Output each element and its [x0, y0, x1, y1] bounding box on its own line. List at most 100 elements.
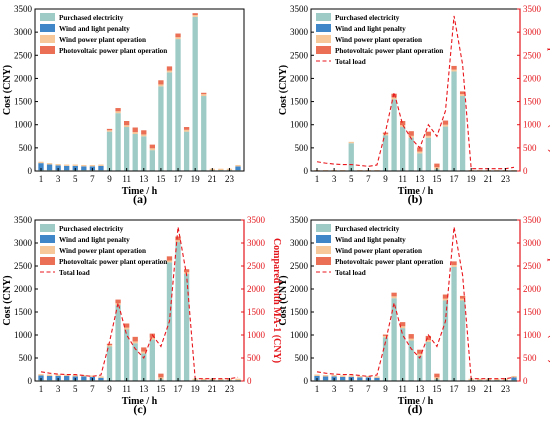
- bar-wind_op-h20: [201, 94, 207, 97]
- legend-swatch: [40, 257, 55, 265]
- bar-wind_op-h14: [149, 337, 155, 340]
- x-tick-label: 13: [415, 174, 425, 184]
- bar-wind_penalty-h6: [357, 377, 363, 381]
- bar-pv_op-h16: [442, 120, 449, 125]
- bar-wind_op-h6: [81, 375, 87, 377]
- legend-swatch: [40, 13, 55, 21]
- y-tick-label: 500: [295, 143, 309, 153]
- bar-wind_op-h19: [192, 15, 198, 17]
- y-right-tick-label: 1000: [523, 330, 542, 340]
- legend-swatch: [40, 35, 55, 43]
- bar-pv_op-h17: [451, 65, 457, 70]
- y-right-tick-label: 2000: [247, 284, 266, 294]
- bar-pv_op-h12: [132, 127, 138, 133]
- bar-wind_penalty-h1: [38, 375, 44, 381]
- bar-wind_op-h18: [183, 129, 190, 132]
- y-right-tick-label: 2500: [523, 261, 542, 271]
- legend-swatch: [316, 35, 331, 43]
- legend-swatch: [316, 246, 331, 254]
- x-tick-label: 11: [398, 174, 407, 184]
- bar-wind_op-h24: [511, 375, 517, 378]
- legend-entry-pv_op: Photovoltaic power plant operation: [316, 46, 443, 55]
- x-axis-label: Time / h: [122, 396, 158, 407]
- y-tick-label: 2000: [290, 73, 309, 83]
- bar-purchased-h19: [192, 16, 198, 172]
- legend-swatch: [40, 235, 55, 243]
- y-tick-label: 2000: [14, 73, 33, 83]
- x-tick-label: 15: [432, 174, 442, 184]
- legend-entry-purchased: Purchased electricity: [40, 224, 124, 233]
- legend-entry-wind_op: Wind power plant operation: [40, 246, 146, 255]
- bar-purchased-h14: [425, 341, 431, 381]
- y-tick-label: 2500: [14, 50, 33, 60]
- x-tick-label: 1: [315, 174, 320, 184]
- bar-pv_op-h16: [166, 256, 173, 261]
- legend-label: Wind and light penalty: [59, 25, 130, 33]
- bar-purchased-h11: [400, 328, 406, 381]
- x-tick-label: 17: [450, 384, 460, 394]
- x-tick-label: 9: [107, 384, 112, 394]
- x-tick-label: 17: [450, 174, 460, 184]
- bar-pv_op-h10: [115, 299, 121, 304]
- bar-purchased-h9: [382, 135, 389, 171]
- y-right-tick-label: 2000: [523, 73, 542, 83]
- x-tick-label: 23: [225, 384, 235, 394]
- plot-frame: [310, 8, 521, 172]
- chart-panel-d: 0 500 1000 1500 2000 2500 3000 3500 0 500 1000 1500…: [278, 215, 550, 416]
- bar-purchased-h10: [115, 113, 121, 171]
- x-tick-label: 17: [174, 174, 184, 184]
- legend-label: Photovoltaic power plant operation: [59, 258, 167, 266]
- y-right-tick-label: 500: [523, 353, 537, 363]
- y-tick-label: 1000: [290, 330, 309, 340]
- bar-wind_op-h20: [201, 378, 207, 381]
- y-tick-label: 3000: [290, 238, 309, 248]
- y-tick-label: 1000: [14, 330, 33, 340]
- bar-pv_op-h15: [434, 163, 440, 168]
- x-tick-label: 7: [366, 384, 371, 394]
- x-tick-label: 3: [332, 174, 337, 184]
- legend-swatch: [316, 13, 331, 21]
- y-right-tick-label: 0: [523, 376, 528, 386]
- legend-entry-wind_penalty: Wind and light penalty: [316, 235, 406, 244]
- x-tick-label: 3: [56, 384, 61, 394]
- bar-purchased-h10: [391, 99, 397, 171]
- bar-wind_op-h22: [494, 378, 500, 381]
- y-right-tick-label: 2500: [523, 50, 542, 60]
- bar-purchased-h14: [149, 339, 155, 381]
- bar-wind_op-h10: [115, 111, 121, 114]
- legend-label: Wind power plant operation: [59, 36, 146, 44]
- x-tick-label: 5: [73, 174, 78, 184]
- bar-pv_op-h9: [106, 128, 113, 131]
- bar-wind_op-h18: [459, 298, 466, 301]
- panel-label: (d): [408, 402, 423, 416]
- x-tick-label: 9: [107, 174, 112, 184]
- bar-wind_op-h2: [46, 374, 53, 376]
- legend-swatch: [316, 46, 331, 54]
- legend-entry-wind_op: Wind power plant operation: [316, 35, 422, 44]
- bar-pv_op-h10: [115, 108, 121, 112]
- bar-pv_op-h17: [175, 33, 181, 38]
- legend-label: Wind power plant operation: [59, 247, 146, 255]
- bar-wind_penalty-h2: [46, 375, 53, 381]
- bar-wind_op-h6: [81, 164, 87, 167]
- bar-wind_penalty-h8: [374, 377, 380, 381]
- bar-wind_penalty-h5: [72, 165, 78, 171]
- bar-wind_op-h7: [365, 375, 372, 378]
- bar-wind_op-h13: [141, 134, 147, 137]
- bar-purchased-h18: [459, 300, 466, 381]
- bar-wind_op-h9: [106, 345, 113, 347]
- legend-label: Photovoltaic power plant operation: [335, 47, 443, 55]
- y-tick-label: 1500: [290, 307, 309, 317]
- legend-entry-pv_op: Photovoltaic power plant operation: [316, 257, 443, 266]
- bar-wind_op-h12: [132, 132, 138, 134]
- y-right-tick-label: 1500: [523, 307, 542, 317]
- x-tick-label: 9: [383, 174, 388, 184]
- bar-pv_op-h13: [141, 347, 147, 352]
- y-right-tick-label: 1000: [247, 330, 266, 340]
- bar-pv_op-h14: [425, 131, 431, 136]
- y-tick-label: 2000: [14, 284, 33, 294]
- bar-wind_penalty-h1: [38, 163, 44, 171]
- bar-purchased-h17: [451, 266, 457, 381]
- x-tick-label: 23: [225, 174, 235, 184]
- y-right-tick-label: 500: [523, 143, 537, 153]
